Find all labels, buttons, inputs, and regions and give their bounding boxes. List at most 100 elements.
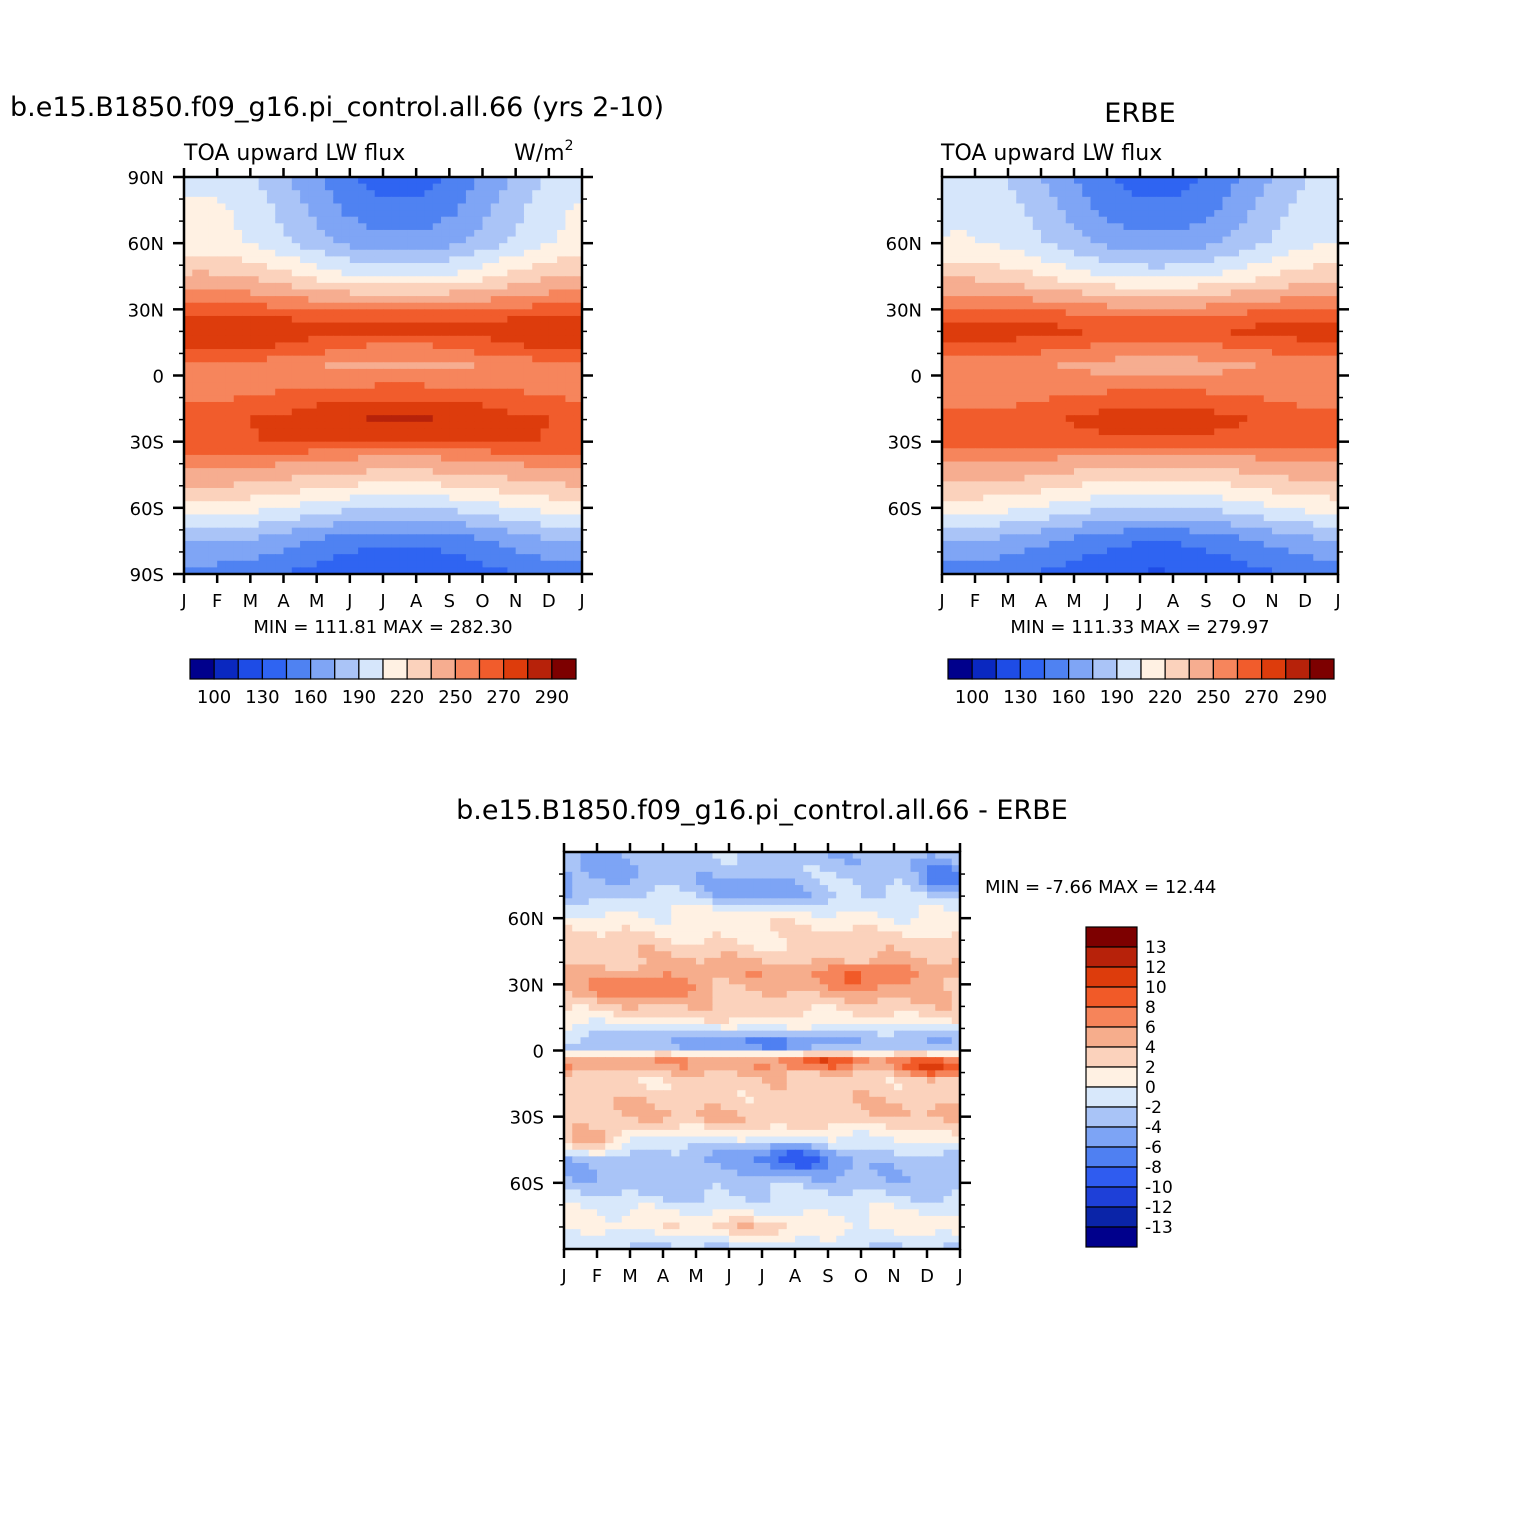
heatmap-cell bbox=[1115, 183, 1125, 191]
heatmap-cell bbox=[1148, 368, 1158, 377]
heatmap-cell bbox=[258, 282, 268, 291]
heatmap-cell bbox=[300, 236, 309, 244]
heatmap-cell bbox=[975, 388, 984, 396]
heatmap-cell bbox=[1214, 375, 1224, 383]
heatmap-cell bbox=[1288, 296, 1298, 304]
heatmap-cell bbox=[573, 282, 583, 291]
heatmap-cell bbox=[1321, 249, 1331, 257]
heatmap-cell bbox=[1148, 196, 1158, 205]
heatmap-cell bbox=[1329, 282, 1339, 291]
heatmap-cell bbox=[308, 388, 318, 396]
heatmap-cell bbox=[324, 547, 334, 555]
heatmap-cell bbox=[950, 329, 960, 337]
heatmap-cell bbox=[1131, 309, 1141, 317]
heatmap-cell bbox=[1181, 177, 1191, 185]
heatmap-cell bbox=[540, 375, 550, 383]
heatmap-cell bbox=[1008, 249, 1017, 257]
heatmap-cell bbox=[349, 474, 359, 482]
heatmap-cell bbox=[432, 368, 442, 377]
heatmap-cell bbox=[449, 468, 459, 476]
heatmap-cell bbox=[200, 547, 210, 555]
heatmap-cell bbox=[499, 540, 508, 549]
heatmap-cell bbox=[1008, 415, 1017, 423]
heatmap-cell bbox=[266, 560, 276, 568]
heatmap-cell bbox=[1247, 256, 1257, 264]
heatmap-cell bbox=[1181, 296, 1191, 304]
heatmap-cell bbox=[975, 395, 984, 403]
heatmap-cell bbox=[1041, 388, 1050, 396]
heatmap-cell bbox=[192, 276, 202, 284]
heatmap-cell bbox=[958, 362, 968, 370]
heatmap-cell bbox=[457, 428, 467, 436]
heatmap-cell bbox=[233, 177, 243, 185]
heatmap-cell bbox=[457, 190, 467, 198]
heatmap-cell bbox=[507, 229, 517, 238]
heatmap-cell bbox=[1140, 335, 1149, 344]
heatmap-cell bbox=[1173, 236, 1182, 244]
heatmap-cell bbox=[457, 322, 467, 330]
heatmap-cell bbox=[250, 177, 260, 185]
heatmap-cell bbox=[283, 441, 293, 449]
heatmap-cell bbox=[374, 415, 384, 423]
heatmap-cell bbox=[258, 514, 268, 522]
heatmap-cell bbox=[942, 263, 951, 271]
heatmap-cell bbox=[250, 560, 260, 568]
heatmap-cell bbox=[449, 190, 459, 198]
heatmap-cell bbox=[1280, 276, 1290, 284]
heatmap-cell bbox=[1098, 282, 1108, 291]
heatmap-cell bbox=[441, 494, 450, 502]
heatmap-cell bbox=[1049, 256, 1059, 264]
heatmap-cell bbox=[416, 362, 426, 370]
heatmap-cell bbox=[333, 282, 343, 291]
heatmap-cell bbox=[424, 177, 434, 185]
heatmap-cell bbox=[1189, 329, 1199, 337]
heatmap-cell bbox=[250, 296, 260, 304]
heatmap-cell bbox=[341, 335, 351, 344]
heatmap-cell bbox=[1131, 342, 1141, 350]
heatmap-cell bbox=[291, 507, 301, 516]
heatmap-cell bbox=[457, 554, 467, 562]
heatmap-cell bbox=[557, 223, 567, 231]
heatmap-cell bbox=[1107, 296, 1116, 304]
heatmap-cell bbox=[966, 276, 976, 284]
heatmap-cell bbox=[449, 309, 459, 317]
heatmap-cell bbox=[424, 183, 434, 191]
heatmap-cell bbox=[1016, 296, 1026, 304]
heatmap-cell bbox=[1049, 401, 1059, 410]
heatmap-cell bbox=[250, 441, 260, 449]
heatmap-cell bbox=[407, 282, 417, 291]
heatmap-cell bbox=[258, 256, 268, 264]
heatmap-cell bbox=[523, 322, 533, 330]
heatmap-cell bbox=[233, 507, 243, 516]
heatmap-cell bbox=[291, 501, 301, 509]
heatmap-cell bbox=[1272, 183, 1281, 191]
heatmap-cell bbox=[1107, 269, 1116, 277]
heatmap-cell bbox=[225, 329, 235, 337]
colorbar-swatch bbox=[454, 658, 481, 680]
heatmap-cell bbox=[449, 428, 459, 436]
heatmap-cell bbox=[1090, 362, 1100, 370]
heatmap-cell bbox=[399, 315, 409, 324]
heatmap-cell bbox=[225, 441, 235, 449]
heatmap-cell bbox=[308, 355, 318, 363]
heatmap-cell bbox=[1247, 282, 1257, 291]
heatmap-cell bbox=[1206, 203, 1215, 211]
heatmap-cell bbox=[573, 289, 583, 297]
heatmap-cell bbox=[283, 521, 293, 529]
heatmap-cell bbox=[573, 236, 583, 244]
heatmap-cell bbox=[383, 415, 392, 423]
heatmap-cell bbox=[275, 527, 285, 535]
heatmap-cell bbox=[1173, 335, 1182, 344]
heatmap-cell bbox=[399, 216, 409, 224]
heatmap-cell bbox=[217, 494, 227, 502]
heatmap-cell bbox=[465, 282, 475, 291]
heatmap-cell bbox=[441, 375, 450, 383]
heatmap-cell bbox=[1239, 177, 1248, 185]
heatmap-cell bbox=[540, 448, 550, 456]
heatmap-cell bbox=[1181, 263, 1191, 271]
heatmap-cell bbox=[399, 177, 409, 185]
heatmap-cell bbox=[424, 203, 434, 211]
heatmap-cell bbox=[1148, 415, 1158, 423]
heatmap-cell bbox=[184, 177, 193, 185]
heatmap-cell bbox=[999, 362, 1009, 370]
